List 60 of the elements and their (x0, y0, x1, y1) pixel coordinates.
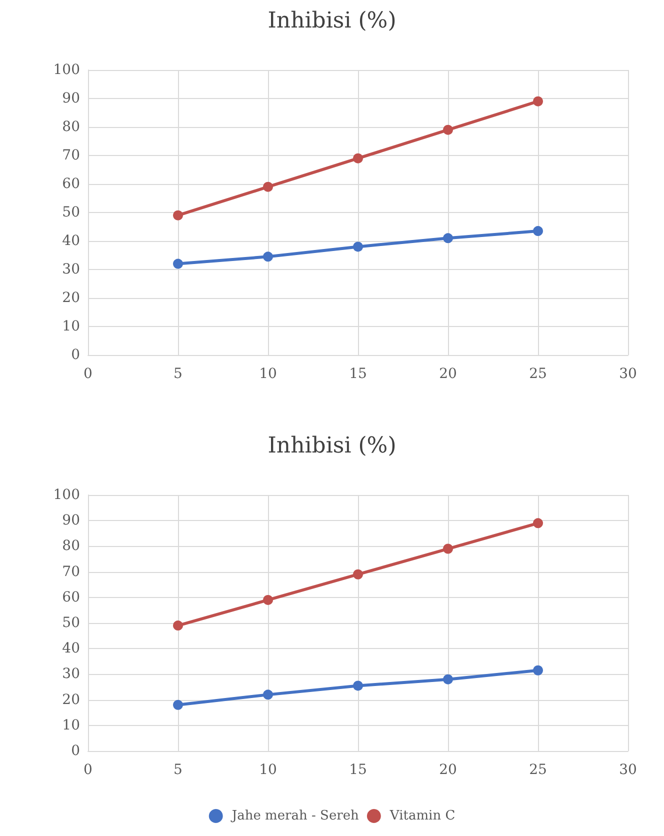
point (353, 680, 363, 691)
point (533, 226, 543, 236)
y-tick-label: 10 (62, 318, 80, 334)
point (173, 620, 183, 631)
y-tick-label: 50 (62, 204, 80, 220)
y-tick-label: 100 (53, 487, 80, 503)
y-tick-label: 0 (71, 347, 80, 363)
point (443, 233, 453, 244)
point (443, 124, 453, 135)
y-tick-label: 90 (62, 90, 80, 106)
point (533, 665, 543, 676)
point (263, 252, 273, 262)
y-tick-label: 90 (62, 512, 80, 529)
y-tick-label: 10 (62, 717, 80, 734)
y-tick-label: 60 (62, 176, 80, 192)
point (533, 518, 543, 528)
legend-label: Jahe merah - Sereh (230, 808, 360, 824)
y-tick-label: 70 (62, 564, 80, 580)
legend-label: Vitamin C (388, 808, 456, 824)
x-tick-label: 20 (439, 366, 457, 382)
x-tick-label: 15 (349, 366, 367, 382)
x-tick-label: 10 (259, 762, 277, 778)
y-tick-label: 100 (53, 62, 80, 78)
y-tick-label: 40 (62, 640, 80, 657)
point (443, 544, 453, 554)
y-tick-label: 40 (62, 233, 80, 249)
x-tick-label: 25 (529, 366, 547, 382)
x-tick-label: 25 (529, 762, 547, 778)
x-tick-label: 0 (84, 366, 92, 382)
y-tick-label: 50 (62, 615, 80, 631)
x-tick-label: 15 (349, 762, 367, 778)
y-tick-label: 70 (62, 148, 80, 164)
x-tick-label: 5 (174, 366, 182, 382)
chart-title: Inhibisi (%) (268, 8, 396, 34)
chart-title: Inhibisi (%) (268, 434, 396, 458)
y-tick-label: 80 (62, 538, 80, 554)
point (173, 700, 183, 710)
point (443, 674, 453, 684)
y-tick-label: 60 (62, 589, 80, 606)
y-tick-label: 30 (62, 262, 80, 278)
point (353, 242, 363, 252)
y-tick-label: 30 (62, 666, 80, 682)
y-tick-label: 80 (62, 119, 80, 135)
point (173, 210, 183, 220)
y-tick-label: 20 (62, 692, 80, 708)
x-tick-label: 30 (619, 762, 637, 778)
x-tick-label: 5 (174, 762, 182, 778)
x-tick-label: 10 (259, 366, 277, 382)
point (173, 258, 183, 269)
point (353, 569, 363, 580)
point (263, 182, 273, 192)
y-tick-label: 0 (71, 743, 80, 759)
point (263, 594, 273, 605)
y-tick-label: 20 (62, 290, 80, 306)
x-tick-label: 30 (619, 366, 637, 382)
point (353, 153, 363, 164)
point (263, 690, 273, 700)
x-tick-label: 0 (84, 762, 92, 778)
point (533, 96, 543, 106)
x-tick-label: 20 (439, 762, 457, 778)
